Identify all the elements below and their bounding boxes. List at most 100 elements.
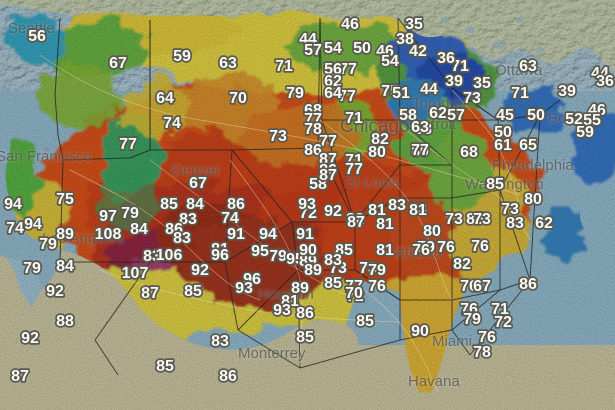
svg-text:96: 96 (211, 247, 229, 264)
svg-text:65: 65 (519, 137, 537, 154)
svg-text:85: 85 (184, 283, 202, 300)
svg-text:75: 75 (56, 191, 74, 208)
svg-text:80: 80 (423, 223, 441, 240)
svg-text:80: 80 (368, 144, 386, 161)
svg-text:90: 90 (411, 323, 429, 340)
svg-text:36: 36 (437, 50, 455, 67)
svg-text:78: 78 (473, 344, 491, 361)
svg-text:92: 92 (46, 283, 64, 300)
svg-text:63: 63 (219, 55, 237, 72)
svg-text:67: 67 (189, 175, 207, 192)
svg-text:71: 71 (275, 58, 293, 75)
svg-text:79: 79 (463, 311, 481, 328)
svg-text:73: 73 (501, 201, 519, 218)
svg-text:76: 76 (412, 242, 430, 259)
svg-text:93: 93 (235, 280, 253, 297)
svg-text:63: 63 (411, 119, 429, 136)
svg-text:71: 71 (511, 85, 529, 102)
svg-text:82: 82 (453, 256, 471, 273)
svg-text:63: 63 (519, 58, 537, 75)
svg-text:83: 83 (173, 230, 191, 247)
svg-text:86: 86 (519, 276, 537, 293)
svg-text:59: 59 (173, 48, 191, 65)
svg-text:72: 72 (494, 314, 512, 331)
svg-text:83: 83 (211, 333, 229, 350)
svg-text:77: 77 (119, 136, 137, 153)
svg-text:87: 87 (11, 368, 29, 385)
svg-text:92: 92 (21, 330, 39, 347)
svg-text:89: 89 (304, 262, 322, 279)
svg-text:76: 76 (437, 239, 455, 256)
svg-text:87: 87 (319, 167, 337, 184)
svg-text:86: 86 (227, 196, 245, 213)
svg-text:39: 39 (558, 83, 576, 100)
svg-text:92: 92 (191, 262, 209, 279)
svg-text:56: 56 (28, 28, 46, 45)
svg-text:73: 73 (445, 211, 463, 228)
svg-text:68: 68 (460, 144, 478, 161)
svg-text:87: 87 (141, 285, 159, 302)
svg-text:85: 85 (296, 329, 314, 346)
svg-text:74: 74 (6, 220, 24, 237)
svg-text:61: 61 (494, 137, 512, 154)
svg-text:87: 87 (347, 214, 365, 231)
svg-text:79: 79 (39, 236, 57, 253)
svg-text:95: 95 (251, 243, 269, 260)
svg-text:59: 59 (576, 124, 594, 141)
svg-text:85: 85 (324, 275, 342, 292)
svg-text:54: 54 (324, 40, 342, 57)
svg-text:79: 79 (121, 205, 139, 222)
svg-text:107: 107 (122, 265, 149, 282)
svg-text:85: 85 (160, 196, 178, 213)
svg-text:73: 73 (473, 211, 491, 228)
svg-text:70: 70 (229, 90, 247, 107)
svg-text:108: 108 (95, 226, 122, 243)
svg-text:50: 50 (527, 107, 545, 124)
svg-text:85: 85 (356, 313, 374, 330)
svg-text:94: 94 (259, 226, 277, 243)
svg-text:44: 44 (420, 81, 438, 98)
svg-text:77: 77 (345, 161, 363, 178)
svg-text:90: 90 (299, 242, 317, 259)
svg-text:36: 36 (596, 73, 614, 90)
svg-text:81: 81 (409, 202, 427, 219)
svg-text:51: 51 (392, 85, 410, 102)
svg-text:86: 86 (296, 305, 314, 322)
svg-text:74: 74 (163, 115, 181, 132)
svg-text:67: 67 (109, 55, 127, 72)
svg-text:79: 79 (368, 262, 386, 279)
svg-text:71: 71 (345, 110, 363, 127)
svg-text:94: 94 (4, 196, 22, 213)
svg-text:92: 92 (324, 203, 342, 220)
svg-text:64: 64 (324, 85, 342, 102)
svg-text:39: 39 (445, 73, 463, 90)
svg-text:35: 35 (473, 75, 491, 92)
svg-text:79: 79 (23, 260, 41, 277)
svg-text:94: 94 (24, 216, 42, 233)
svg-text:84: 84 (130, 221, 148, 238)
svg-text:57: 57 (304, 42, 322, 59)
svg-text:57: 57 (447, 107, 465, 124)
svg-text:70: 70 (345, 285, 363, 302)
svg-text:42: 42 (409, 43, 427, 60)
svg-text:83: 83 (324, 252, 342, 269)
svg-text:89: 89 (56, 226, 74, 243)
svg-text:62: 62 (429, 105, 447, 122)
svg-text:67: 67 (473, 278, 491, 295)
svg-text:73: 73 (269, 128, 287, 145)
svg-text:86: 86 (219, 368, 237, 385)
svg-text:62: 62 (535, 215, 553, 232)
svg-text:106: 106 (156, 247, 183, 264)
svg-text:97: 97 (99, 208, 117, 225)
svg-text:84: 84 (186, 196, 204, 213)
svg-text:77: 77 (411, 142, 429, 159)
svg-text:81: 81 (376, 216, 394, 233)
svg-text:46: 46 (341, 16, 359, 33)
svg-text:78: 78 (304, 121, 322, 138)
svg-text:73: 73 (463, 90, 481, 107)
svg-text:85: 85 (486, 176, 504, 193)
svg-text:93: 93 (298, 196, 316, 213)
svg-text:81: 81 (376, 242, 394, 259)
svg-text:79: 79 (286, 85, 304, 102)
svg-text:80: 80 (524, 191, 542, 208)
